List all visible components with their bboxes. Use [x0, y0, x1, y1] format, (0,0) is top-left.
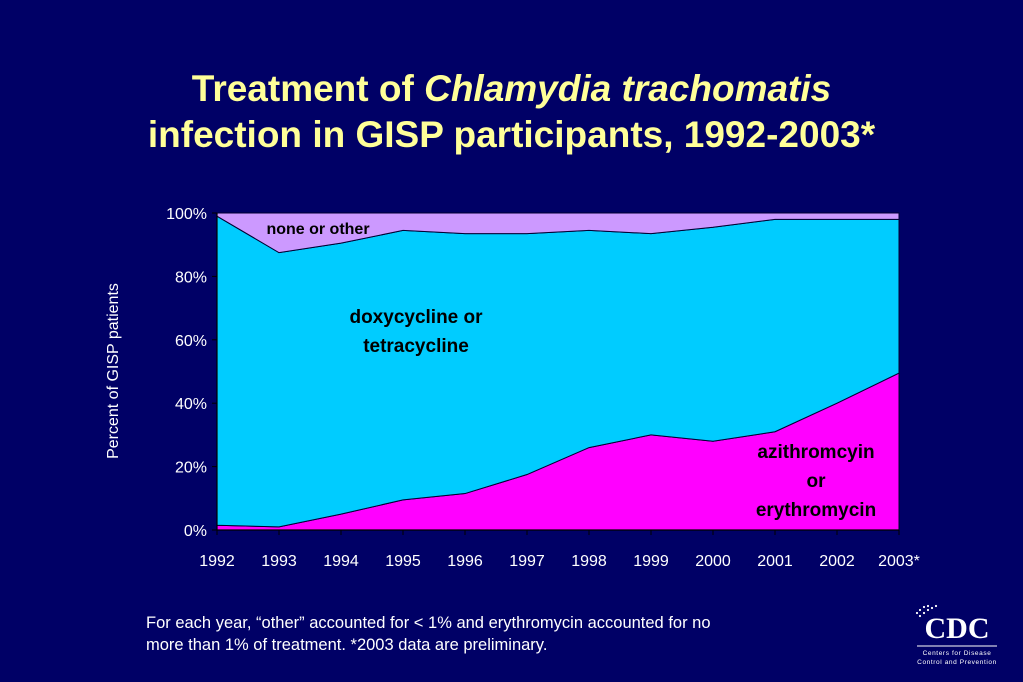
- x-tick-label: 1994: [323, 553, 359, 570]
- x-tick-label: 1999: [633, 553, 669, 570]
- title-prefix: Treatment of: [191, 68, 425, 109]
- title-organism: Chlamydia trachomatis: [424, 68, 832, 109]
- x-tick-label: 1996: [447, 553, 483, 570]
- chart-labels: azithromcyin or erythromycin doxycycline or…: [266, 221, 876, 521]
- y-tick-label: 60%: [175, 333, 207, 350]
- y-tick-label: 80%: [175, 269, 207, 286]
- x-tick-label: 2000: [695, 553, 731, 570]
- x-tick-label: 1993: [261, 553, 297, 570]
- series-label-line: or: [807, 471, 827, 492]
- chart-axes: 0% 20% 40% 60% 80% 100% 1992 1993 1994 1995 1996 19…: [105, 206, 920, 570]
- cdc-logo-letters: CDC: [925, 612, 990, 645]
- cdc-logo: CDC Centers for Disease Control and Prev…: [915, 604, 997, 666]
- x-tick-label: 2002: [819, 553, 855, 570]
- series-label-azithromycin: azithromcyin or erythromycin: [756, 442, 876, 521]
- series-label-line: tetracycline: [363, 336, 469, 357]
- y-tick-label: 100%: [166, 206, 207, 223]
- y-tick-label: 20%: [175, 460, 207, 477]
- stacked-area-chart: 0% 20% 40% 60% 80% 100% 1992 1993 1994 1995 1996 19…: [105, 206, 920, 570]
- x-tick-label: 1995: [385, 553, 421, 570]
- slide-title: Treatment of Chlamydia trachomatis infec…: [0, 66, 1023, 158]
- y-tick-label: 40%: [175, 396, 207, 413]
- y-axis-title: Percent of GISP patients: [105, 283, 122, 459]
- series-label-doxycycline: doxycycline or tetracycline: [349, 307, 483, 357]
- footnote-line-2: more than 1% of treatment. *2003 data ar…: [146, 636, 548, 654]
- cdc-logo-tagline-2: Control and Prevention: [917, 659, 997, 666]
- chart-areas: [216, 212, 900, 531]
- series-label-line: none or other: [266, 221, 369, 238]
- footnote-line-1: For each year, “other” accounted for < 1…: [146, 614, 711, 632]
- series-label-line: erythromycin: [756, 500, 876, 521]
- y-tick-label: 0%: [184, 523, 207, 540]
- title-line-2: infection in GISP participants, 1992-200…: [147, 114, 876, 155]
- x-tick-label: 2003*: [878, 553, 920, 570]
- cdc-logo-tagline-1: Centers for Disease: [923, 650, 992, 657]
- x-tick-label: 2001: [757, 553, 793, 570]
- series-label-other: none or other: [266, 221, 369, 238]
- area-none-or-other: [216, 212, 900, 254]
- series-label-line: azithromcyin: [757, 442, 874, 463]
- cdc-logo-dots: [915, 604, 938, 618]
- footnote: For each year, “other” accounted for < 1…: [146, 612, 866, 656]
- series-label-line: doxycycline or: [349, 307, 483, 328]
- x-tick-label: 1998: [571, 553, 607, 570]
- x-tick-label: 1997: [509, 553, 545, 570]
- x-tick-label: 1992: [199, 553, 235, 570]
